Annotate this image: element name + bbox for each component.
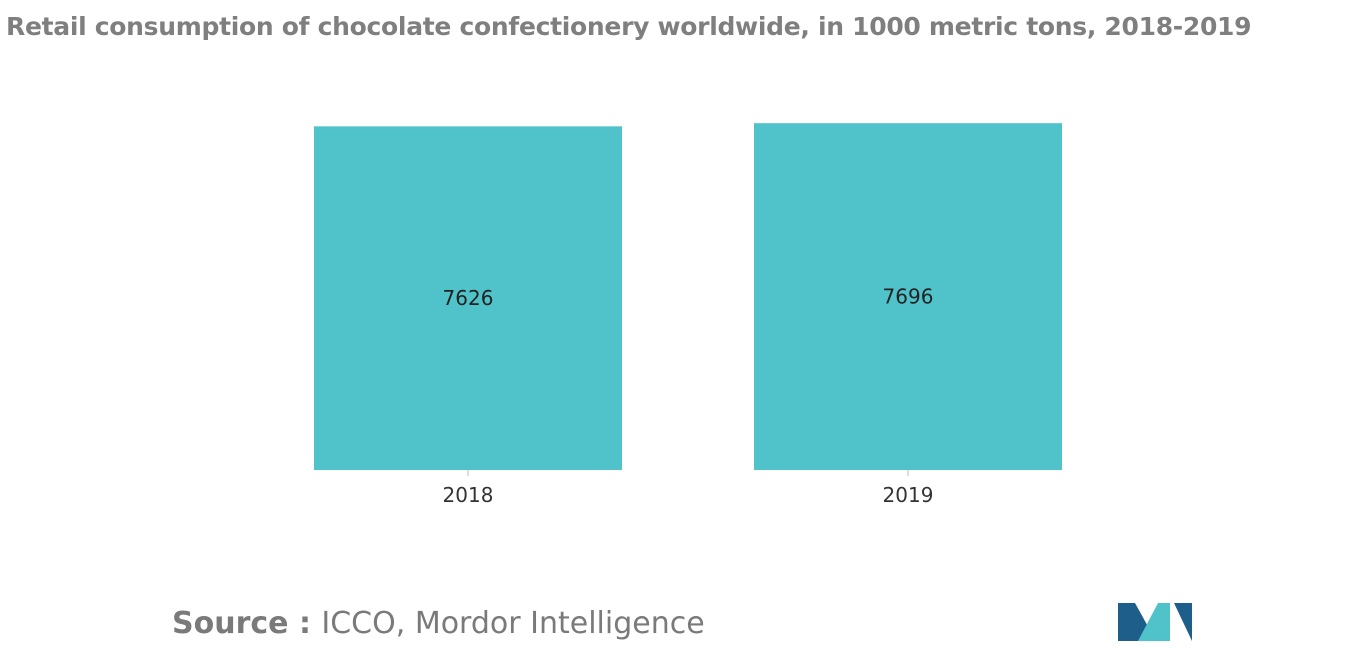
logo-shape-middle xyxy=(1138,603,1170,641)
bar-2018 xyxy=(314,126,622,470)
bar-2019 xyxy=(754,123,1062,470)
data-label-2019: 7696 xyxy=(883,285,934,309)
logo-shape-right xyxy=(1174,603,1192,641)
bars-layer xyxy=(314,123,1062,470)
source-text: ICCO, Mordor Intelligence xyxy=(321,606,705,641)
chart-title: Retail consumption of chocolate confecti… xyxy=(6,12,1252,41)
x-axis: 2018 2019 xyxy=(443,470,934,507)
source-prefix: Source : xyxy=(172,606,322,641)
mordor-intelligence-logo-icon xyxy=(1118,603,1192,641)
data-label-2018: 7626 xyxy=(443,286,494,310)
bar-chart: 7626 7696 2018 2019 xyxy=(314,123,1062,507)
x-tick-label-2018: 2018 xyxy=(443,483,494,507)
labels-layer: 7626 7696 xyxy=(443,285,934,311)
x-tick-label-2019: 2019 xyxy=(883,483,934,507)
source-note: Source : ICCO, Mordor Intelligence xyxy=(172,606,705,641)
